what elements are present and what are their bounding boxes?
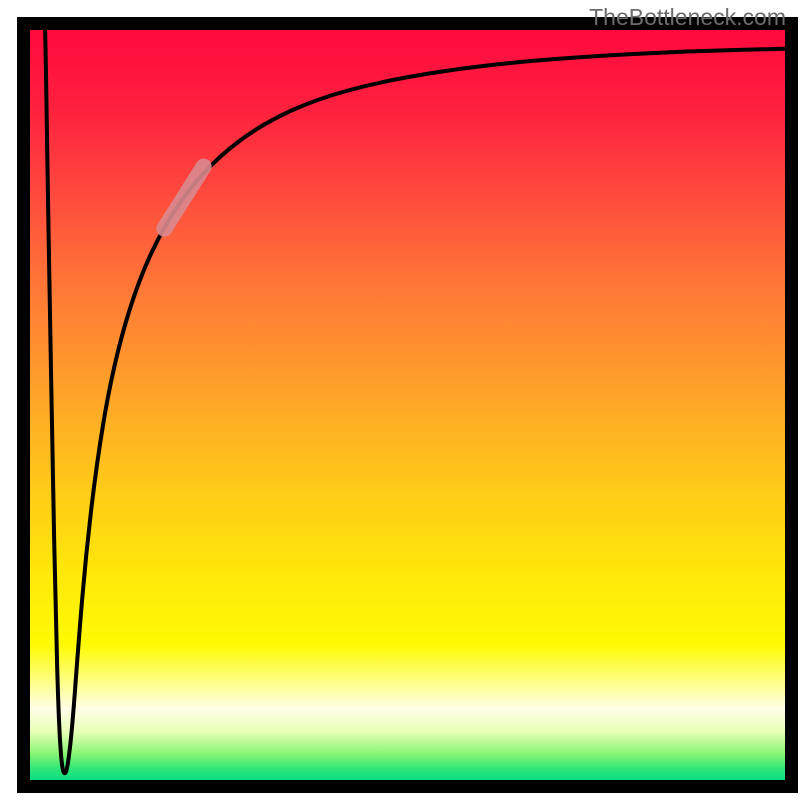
curve-highlight-segment — [164, 167, 203, 229]
axis-right — [785, 17, 798, 793]
plot-area — [30, 30, 785, 780]
chart-container: TheBottleneck.com — [0, 0, 800, 800]
axis-bottom — [17, 780, 798, 793]
curve-overlay — [30, 30, 785, 780]
bottleneck-curve — [45, 30, 785, 773]
watermark-text: TheBottleneck.com — [589, 4, 786, 31]
axis-left — [17, 17, 30, 793]
